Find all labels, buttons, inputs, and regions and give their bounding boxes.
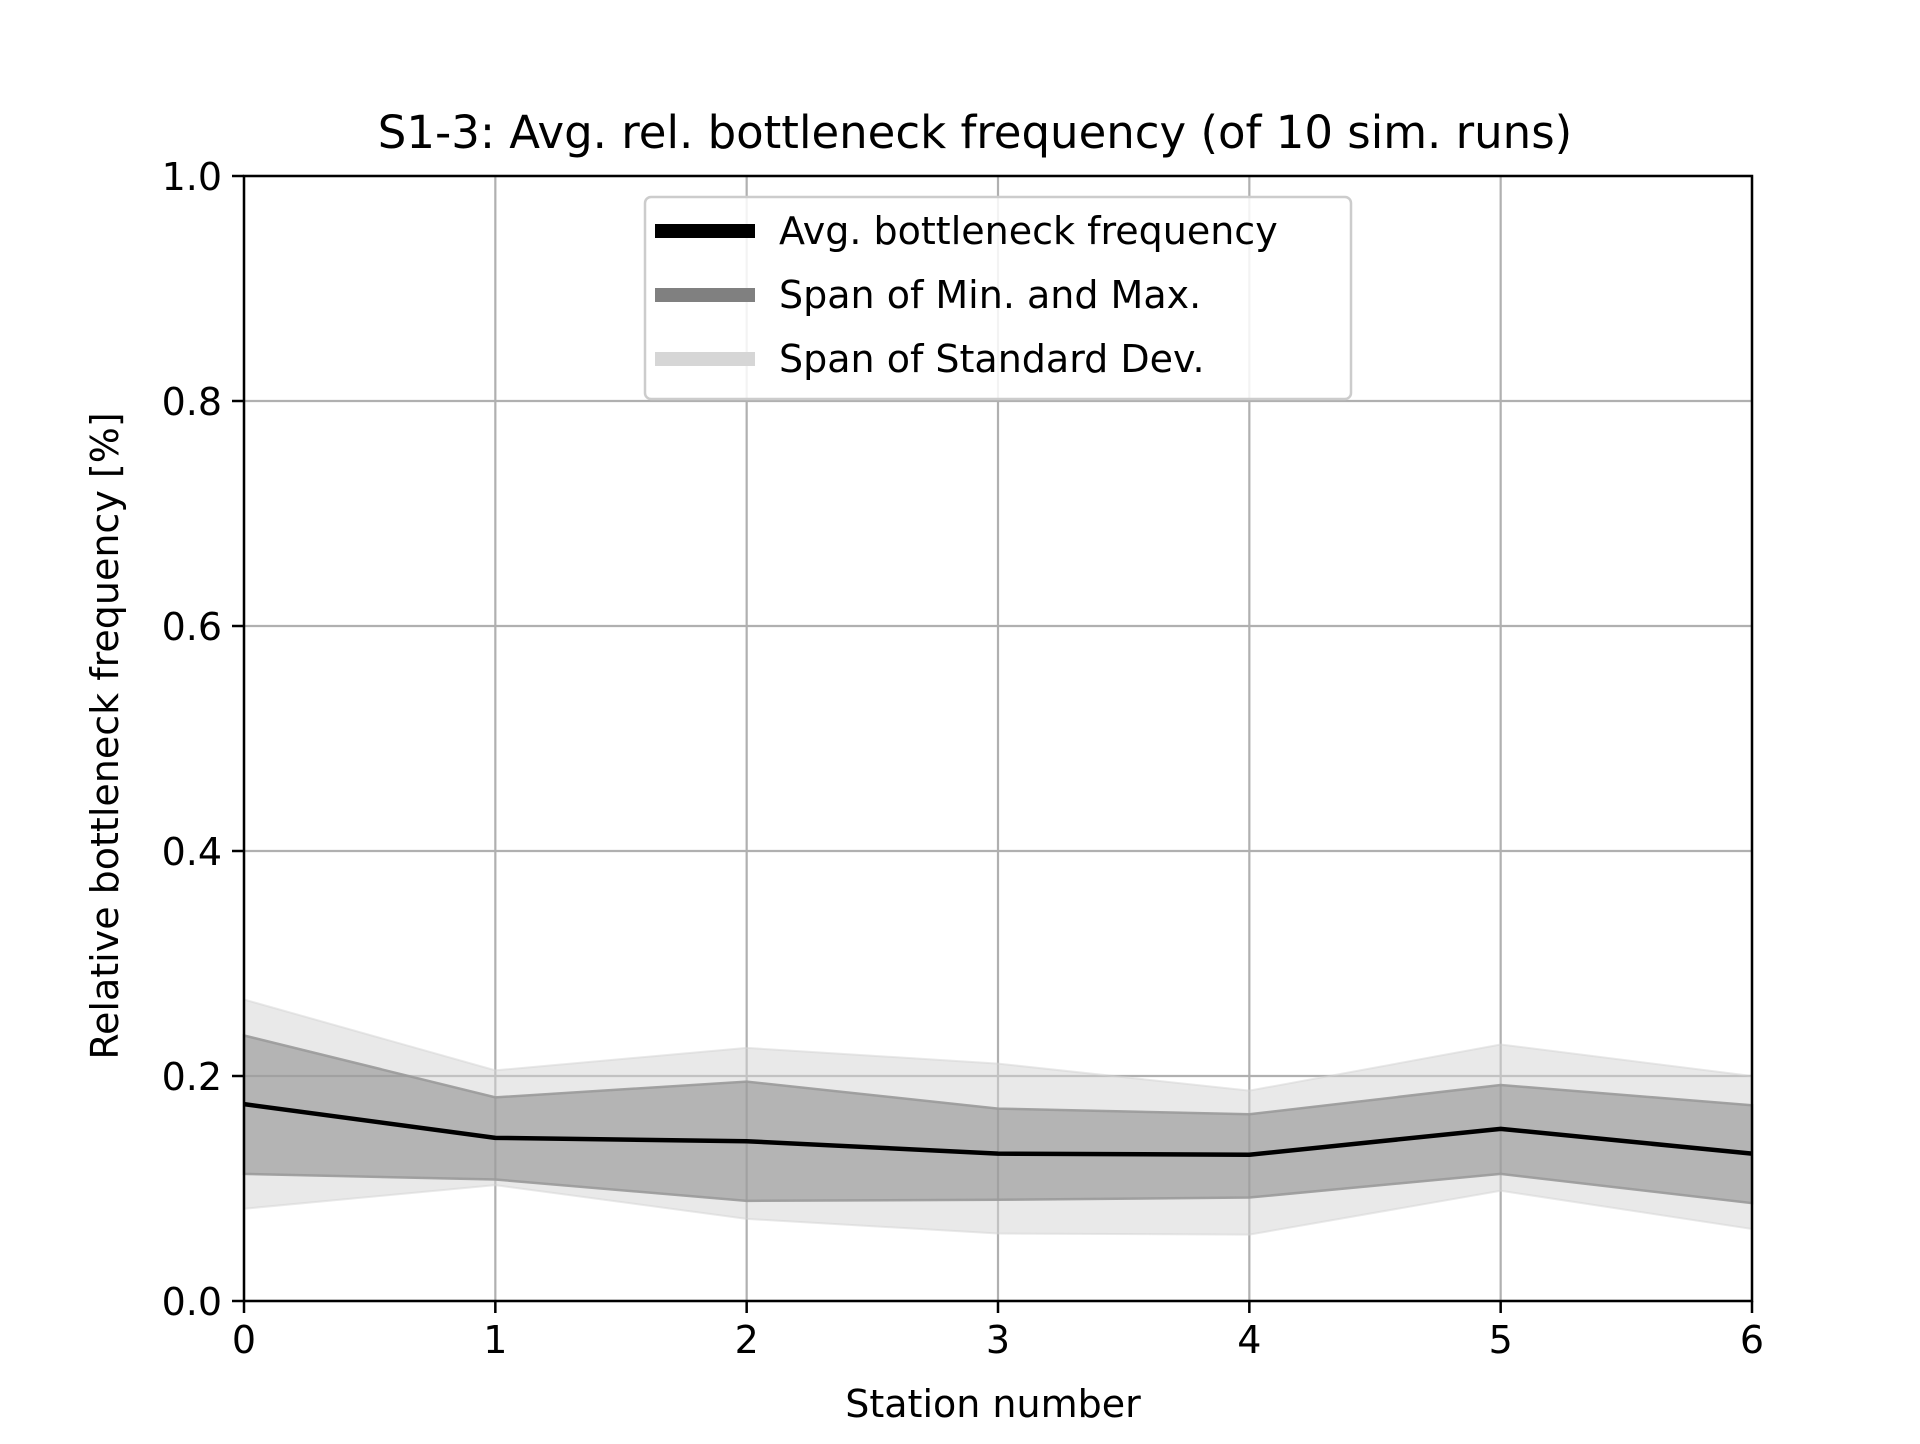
x-tick-label: 6 <box>1740 1318 1764 1362</box>
y-tick-label: 0.6 <box>162 605 222 649</box>
x-tick-label: 0 <box>232 1318 256 1362</box>
x-tick-label: 3 <box>986 1318 1010 1362</box>
x-tick-label: 4 <box>1237 1318 1261 1362</box>
x-tick-label: 5 <box>1489 1318 1513 1362</box>
x-axis-label: Station number <box>845 1382 1141 1426</box>
x-tick-label: 1 <box>483 1318 507 1362</box>
y-tick-label: 0.4 <box>162 830 222 874</box>
legend-label: Span of Min. and Max. <box>779 273 1201 317</box>
y-axis-label: Relative bottleneck frequency [%] <box>83 412 127 1059</box>
legend-label: Avg. bottleneck frequency <box>779 209 1278 253</box>
legend-label: Span of Standard Dev. <box>779 337 1205 381</box>
y-tick-label: 0.8 <box>162 380 222 424</box>
y-tick-label: 0.2 <box>162 1055 222 1099</box>
x-tick-label: 2 <box>735 1318 759 1362</box>
legend: Avg. bottleneck frequency Span of Min. an… <box>645 197 1351 399</box>
y-tick-label: 0.0 <box>162 1280 222 1324</box>
y-tick-label: 1.0 <box>162 155 222 199</box>
chart-title: S1-3: Avg. rel. bottleneck frequency (of… <box>378 106 1572 159</box>
